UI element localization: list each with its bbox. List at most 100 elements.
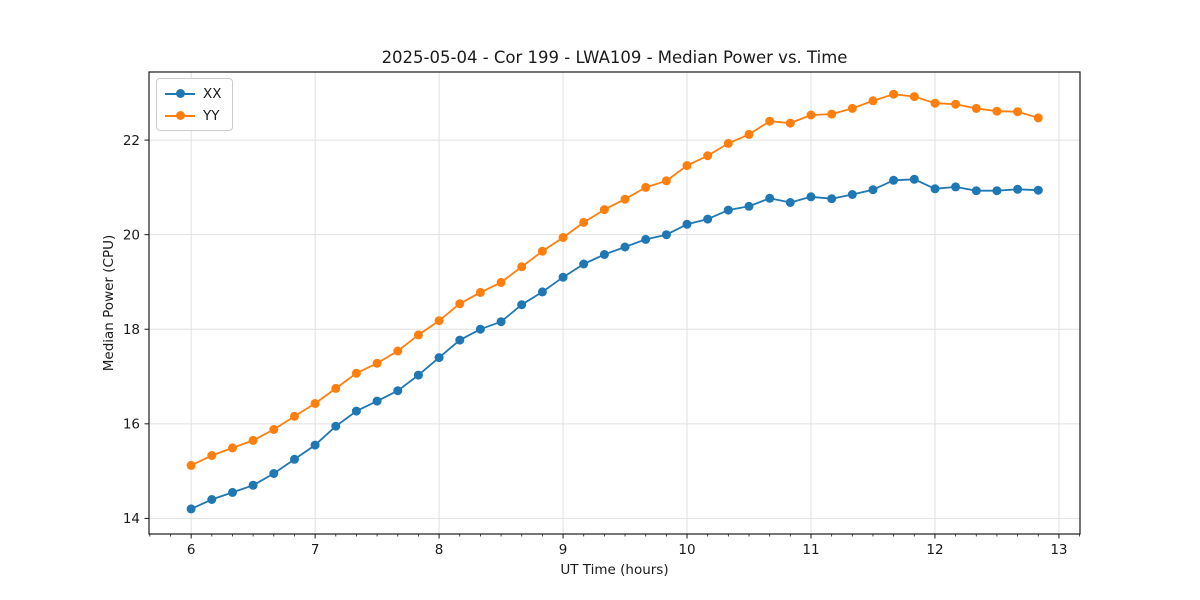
series-yy-marker [971, 103, 981, 113]
series-yy-marker [558, 233, 568, 242]
series-xx-marker [1033, 185, 1043, 195]
series-yy-marker [620, 194, 630, 204]
series-xx-marker [413, 370, 423, 380]
series-xx-marker [744, 201, 754, 211]
series-xx-marker [558, 272, 568, 282]
x-tick-label: 13 [1050, 542, 1067, 558]
series-yy-marker [248, 435, 258, 445]
series-xx-marker [496, 317, 506, 327]
series-yy-marker [1033, 113, 1043, 123]
y-tick-label: 20 [123, 227, 140, 243]
series-yy-marker [868, 96, 878, 106]
series-xx-marker [537, 287, 547, 297]
series-xx-marker [889, 175, 899, 185]
series-xx-marker [827, 194, 837, 204]
x-tick-label: 8 [435, 542, 444, 558]
series-xx-marker [517, 300, 527, 310]
series-yy-marker [351, 368, 361, 378]
series-xx-marker [682, 219, 692, 229]
legend-label-xx: XX [203, 85, 222, 102]
series-xx-marker [641, 234, 651, 244]
series-xx-marker [475, 324, 485, 334]
series-xx-marker [1013, 184, 1023, 194]
series-xx-marker [393, 386, 403, 396]
legend: XX YY [156, 78, 233, 131]
series-yy-marker [186, 460, 196, 470]
series-yy-marker [393, 346, 403, 356]
series-yy-marker [806, 110, 816, 120]
series-xx-marker [599, 250, 609, 259]
series-xx-marker [290, 454, 299, 464]
series-xx-marker [703, 214, 713, 224]
x-tick-label: 12 [926, 542, 943, 558]
series-xx-marker [434, 353, 444, 363]
series-yy-marker [703, 151, 713, 161]
series-xx-marker [207, 495, 217, 504]
series-yy-marker [475, 287, 485, 297]
y-tick-label: 22 [123, 133, 140, 149]
plot-border [148, 71, 1081, 535]
x-tick-label: 7 [311, 542, 320, 558]
x-tick-label: 6 [187, 542, 196, 558]
series-yy-marker [951, 99, 961, 109]
y-tick-label: 18 [123, 322, 140, 338]
series-xx-marker [351, 406, 361, 416]
series-xx-marker [847, 190, 857, 199]
series-xx-marker [806, 192, 816, 202]
legend-line-marker-icon [165, 88, 195, 99]
series-yy-marker [827, 109, 837, 119]
x-tick-label: 11 [802, 542, 819, 558]
y-tick-label: 14 [123, 511, 140, 527]
series-yy-marker [889, 89, 899, 99]
series-xx-marker [951, 182, 961, 192]
series-yy-marker [228, 443, 237, 453]
series-yy-marker [290, 411, 299, 421]
series-yy-marker [744, 129, 754, 139]
series-yy-marker [599, 205, 609, 215]
series-xx-marker [785, 198, 795, 207]
series-xx-marker [765, 193, 775, 203]
series-xx-marker [723, 205, 733, 215]
x-tick-label: 9 [559, 542, 568, 558]
series-xx-marker [620, 242, 630, 252]
series-yy-marker [434, 316, 444, 326]
series-yy-marker [909, 92, 919, 102]
legend-line-marker-icon [165, 110, 195, 121]
series-yy-marker [847, 103, 857, 113]
series-yy-marker [517, 262, 527, 272]
series-xx-marker [455, 335, 465, 345]
series-yy-marker [765, 116, 775, 126]
series-yy-marker [537, 246, 547, 256]
series-yy-line [190, 93, 1039, 467]
series-yy-marker [413, 330, 423, 340]
series-xx-line [190, 178, 1039, 510]
series-xx-marker [930, 184, 940, 194]
series-yy-marker [785, 118, 795, 128]
series-xx-marker [579, 259, 589, 269]
series-xx-marker [331, 421, 341, 431]
series-xx-marker [269, 469, 279, 478]
series-yy-marker [661, 176, 671, 186]
series-xx-marker [228, 487, 237, 497]
legend-entry-yy: YY [165, 107, 222, 124]
y-tick-label: 16 [123, 417, 140, 433]
series-yy-marker [455, 299, 465, 309]
series-xx-marker [186, 504, 196, 514]
series-yy-marker [992, 106, 1002, 116]
series-yy-marker [372, 358, 382, 368]
series-xx-marker [868, 185, 878, 195]
series-xx-marker [909, 174, 919, 184]
series-yy-marker [641, 182, 651, 192]
series-xx-marker [372, 396, 382, 406]
series-yy-marker [579, 217, 589, 227]
series-xx-marker [992, 186, 1002, 196]
series-yy-marker [331, 383, 341, 393]
x-tick-label: 10 [678, 542, 695, 558]
chart-title: 2025-05-04 - Cor 199 - LWA109 - Median P… [381, 48, 848, 67]
legend-entry-xx: XX [165, 85, 222, 102]
series-xx-marker [248, 480, 258, 490]
x-axis-label: UT Time (hours) [560, 562, 669, 578]
legend-label-yy: YY [203, 107, 220, 124]
